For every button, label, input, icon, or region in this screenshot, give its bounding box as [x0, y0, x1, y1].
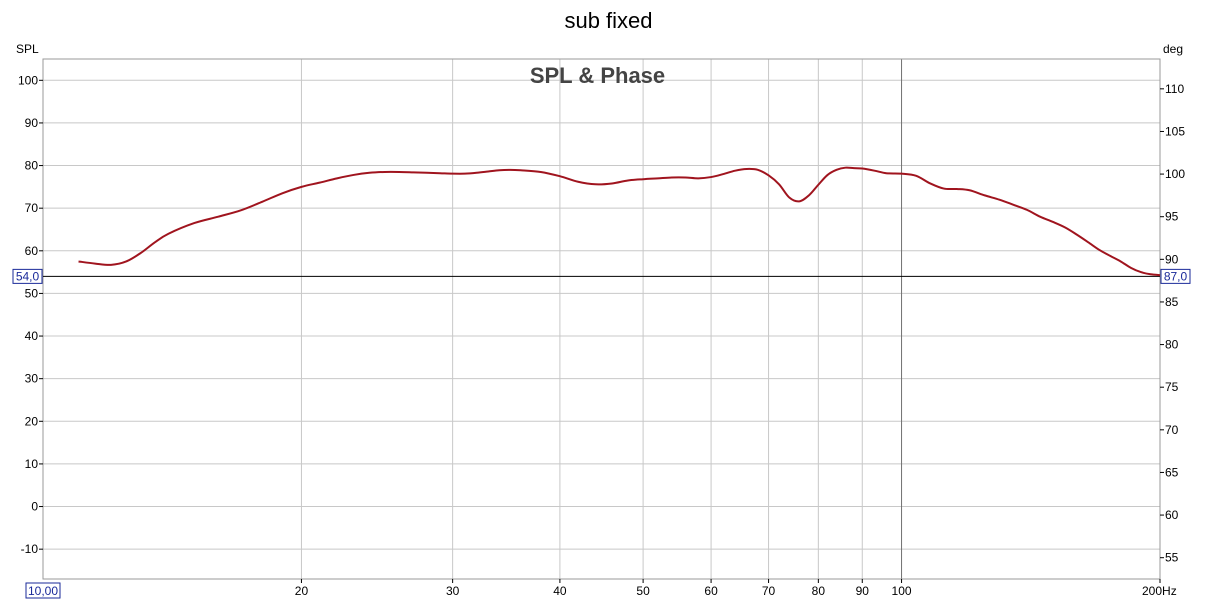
left-tick-label: 20 — [25, 414, 39, 428]
x-axis-ticks: 20 30 40 50 60 70 80 90 100 200Hz 10,00 — [25, 579, 1177, 599]
right-tick-label: 105 — [1165, 124, 1185, 138]
series-group — [78, 166, 1161, 277]
left-tick-label: 40 — [25, 329, 39, 343]
left-tick-label: 100 — [18, 73, 38, 87]
reference-line-group: 54,0 87,0 — [12, 268, 1191, 284]
x-tick-label: 70 — [762, 584, 776, 598]
left-tick-label: -10 — [21, 542, 39, 556]
right-tick-label: 90 — [1165, 252, 1179, 266]
right-tick-label: 110 — [1165, 82, 1184, 96]
chart-title: sub fixed — [564, 8, 653, 33]
left-tick-label: 30 — [25, 372, 39, 386]
right-axis-ticks: 110 105 100 95 90 85 80 75 70 65 60 55 — [1160, 82, 1185, 565]
ref-right-label: 87,0 — [1164, 269, 1188, 283]
right-tick-label: 75 — [1165, 380, 1179, 394]
right-tick-label: 65 — [1165, 465, 1179, 479]
grid-lines — [43, 59, 1160, 579]
plot-frame — [42, 58, 1161, 580]
right-tick-label: 70 — [1165, 423, 1179, 437]
x-tick-label: 50 — [636, 584, 650, 598]
right-tick-label: 100 — [1165, 167, 1185, 181]
x-tick-label: 200Hz — [1142, 584, 1177, 598]
right-tick-label: 85 — [1165, 295, 1179, 309]
right-tick-label: 95 — [1165, 210, 1179, 224]
left-tick-label: 90 — [25, 116, 39, 130]
x-tick-label: 80 — [812, 584, 826, 598]
right-tick-label: 55 — [1165, 551, 1179, 565]
left-tick-label: 80 — [25, 159, 39, 173]
left-tick-label: 70 — [25, 201, 39, 215]
x-tick-label: 40 — [553, 584, 567, 598]
x-tick-label: 90 — [856, 584, 870, 598]
left-tick-label: 10 — [25, 457, 39, 471]
x-start-box — [25, 582, 61, 599]
left-tick-label: 60 — [25, 244, 39, 258]
x-tick-label: 60 — [704, 584, 718, 598]
x-tick-label: 100 — [892, 584, 912, 598]
plot-subtitle: SPL & Phase — [530, 63, 665, 88]
left-tick-label: 50 — [25, 286, 39, 300]
x-tick-label: 20 — [295, 584, 309, 598]
x-tick-label: 30 — [446, 584, 460, 598]
ref-right-box — [1160, 268, 1191, 284]
right-tick-label: 60 — [1165, 508, 1179, 522]
spl-curve — [78, 166, 1161, 277]
ref-left-box — [12, 268, 43, 284]
y-axis-label: SPL — [16, 42, 39, 56]
x-start-label: 10,00 — [28, 584, 58, 598]
ref-left-label: 54,0 — [16, 269, 40, 283]
left-tick-label: 0 — [31, 500, 38, 514]
right-tick-label: 80 — [1165, 338, 1179, 352]
y2-axis-label: deg — [1163, 42, 1183, 56]
